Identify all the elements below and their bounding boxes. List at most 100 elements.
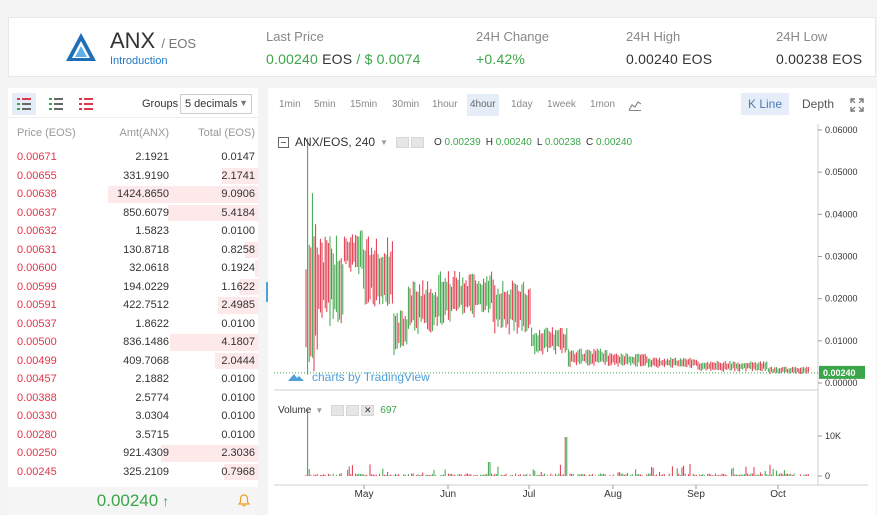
settings-icon[interactable] [395, 136, 409, 148]
order-total: 0.0100 [221, 373, 255, 386]
order-row[interactable]: 0.00330 3.0304 0.0100 [8, 407, 258, 426]
timeframe-1min[interactable]: 1min [279, 99, 301, 110]
order-row[interactable]: 0.00632 1.5823 0.0100 [8, 222, 258, 241]
groups-select[interactable]: 5 decimals ▼ [180, 94, 252, 114]
timeframe-30min[interactable]: 30min [392, 99, 420, 110]
order-amount: 836.1486 [123, 336, 169, 349]
order-total: 0.0100 [221, 410, 255, 423]
timeframe-15min[interactable]: 15min [350, 99, 378, 110]
order-total: 0.0100 [221, 428, 255, 441]
timeframe-4hour[interactable]: 4hour [467, 94, 499, 116]
order-price: 0.00638 [17, 188, 57, 201]
order-row[interactable]: 0.00537 1.8622 0.0100 [8, 315, 258, 334]
order-row[interactable]: 0.00388 2.5774 0.0100 [8, 389, 258, 408]
view-asks-button[interactable] [74, 93, 98, 115]
change-label: 24H Change [476, 29, 549, 44]
order-total: 0.8258 [221, 243, 255, 256]
volume-tick-label: 0 [825, 471, 830, 481]
order-row[interactable]: 0.00245 325.2109 0.7968 [8, 463, 258, 482]
indicators-icon[interactable] [628, 99, 642, 111]
volume-tick-label: 10K [825, 431, 841, 441]
change-value: +0.42% [476, 51, 526, 67]
order-total: 0.7968 [221, 465, 255, 478]
order-amount: 921.4309 [123, 447, 169, 460]
tradingview-watermark[interactable]: charts by TradingView [286, 370, 430, 384]
order-amount: 194.0229 [123, 280, 169, 293]
anx-logo-icon [66, 33, 96, 61]
eye-icon[interactable] [410, 136, 424, 148]
order-price: 0.00600 [17, 262, 57, 275]
order-total: 4.1807 [221, 336, 255, 349]
chevron-down-icon[interactable]: ▼ [315, 406, 324, 415]
chevron-down-icon[interactable]: ▼ [380, 137, 388, 147]
market-header: ANX / EOS Introduction Last Price 0.0024… [8, 17, 876, 77]
order-row[interactable]: 0.00499 409.7068 2.0444 [8, 352, 258, 371]
order-book-last-price: 0.00240 ↑ [8, 487, 258, 515]
volume-label: Volume [278, 405, 312, 416]
eye-icon[interactable] [346, 405, 360, 416]
fullscreen-icon[interactable] [850, 98, 864, 112]
depth-bar [238, 278, 258, 295]
timeframe-1hour[interactable]: 1hour [432, 99, 458, 110]
timeframe-1mon[interactable]: 1mon [590, 99, 616, 110]
order-row[interactable]: 0.00457 2.1882 0.0100 [8, 370, 258, 389]
close-value: 0.00240 [595, 136, 633, 148]
order-total: 0.0147 [221, 151, 255, 164]
order-price: 0.00388 [17, 391, 57, 404]
timeframe-1week[interactable]: 1week [547, 99, 576, 110]
current-price-tag-label: 0.00240 [823, 368, 856, 378]
timeframe-1day[interactable]: 1day [511, 99, 533, 110]
price-tick-label: 0.02000 [825, 294, 858, 304]
depth-bar [217, 297, 258, 314]
groups-value: 5 decimals [185, 98, 238, 110]
view-both-button[interactable] [12, 93, 36, 115]
order-price: 0.00537 [17, 317, 57, 330]
last-price-value: 0.00240 [266, 51, 319, 67]
order-price: 0.00631 [17, 243, 57, 256]
month-label: Sep [687, 489, 705, 500]
price-chart[interactable]: 0.06000 0.05000 0.04000 0.03000 0.02000 0.010… [268, 124, 876, 515]
order-row[interactable]: 0.00280 3.5715 0.0100 [8, 426, 258, 445]
order-amount: 3.5715 [135, 428, 169, 441]
order-row[interactable]: 0.00500 836.1486 4.1807 [8, 333, 258, 352]
order-amount: 32.0618 [129, 262, 169, 275]
order-price: 0.00250 [17, 447, 57, 460]
depth-bar [222, 167, 258, 184]
order-row[interactable]: 0.00599 194.0229 1.1622 [8, 278, 258, 297]
timeframe-5min[interactable]: 5min [314, 99, 336, 110]
high-value-legend: 0.00240 [495, 136, 532, 148]
month-label: May [355, 489, 374, 500]
introduction-link[interactable]: Introduction [110, 55, 168, 67]
asks-only-icon [79, 98, 93, 110]
price-column-header: Price (EOS) [17, 127, 76, 139]
settings-icon[interactable] [331, 405, 345, 416]
order-total: 1.1622 [221, 280, 255, 293]
order-row[interactable]: 0.00591 422.7512 2.4985 [8, 296, 258, 315]
order-row[interactable]: 0.00250 921.4309 2.3036 [8, 444, 258, 463]
order-row[interactable]: 0.00655 331.9190 2.1741 [8, 167, 258, 186]
open-value: 0.00239 [444, 136, 481, 148]
high-value: 0.00240 EOS [626, 51, 713, 67]
order-total: 2.0444 [221, 354, 255, 367]
low-stat: 24H Low 0.00238 EOS [776, 29, 862, 67]
price-tick-label: 0.04000 [825, 209, 858, 219]
collapse-legend-icon[interactable] [278, 136, 289, 148]
order-row[interactable]: 0.00631 130.8718 0.8258 [8, 241, 258, 260]
price-tick-label: 0.05000 [825, 167, 858, 177]
order-row[interactable]: 0.00600 32.0618 0.1924 [8, 259, 258, 278]
order-amount: 422.7512 [123, 299, 169, 312]
order-amount: 850.6079 [123, 206, 169, 219]
depth-bar [244, 241, 258, 258]
close-icon[interactable]: ✕ [361, 405, 375, 416]
order-row[interactable]: 0.00637 850.6079 5.4184 [8, 204, 258, 223]
quote-symbol: / EOS [161, 36, 197, 51]
order-row[interactable]: 0.00638 1424.8650 9.0906 [8, 185, 258, 204]
order-total: 0.0100 [221, 391, 255, 404]
bell-icon[interactable] [238, 494, 250, 507]
kline-tab[interactable]: K Line [741, 93, 789, 115]
order-row[interactable]: 0.00671 2.1921 0.0147 [8, 148, 258, 167]
view-bids-button[interactable] [44, 93, 68, 115]
price-tick-label: 0.01000 [825, 336, 858, 346]
depth-tab[interactable]: Depth [802, 97, 835, 111]
order-book-toolbar: Groups 5 decimals ▼ [8, 88, 258, 118]
